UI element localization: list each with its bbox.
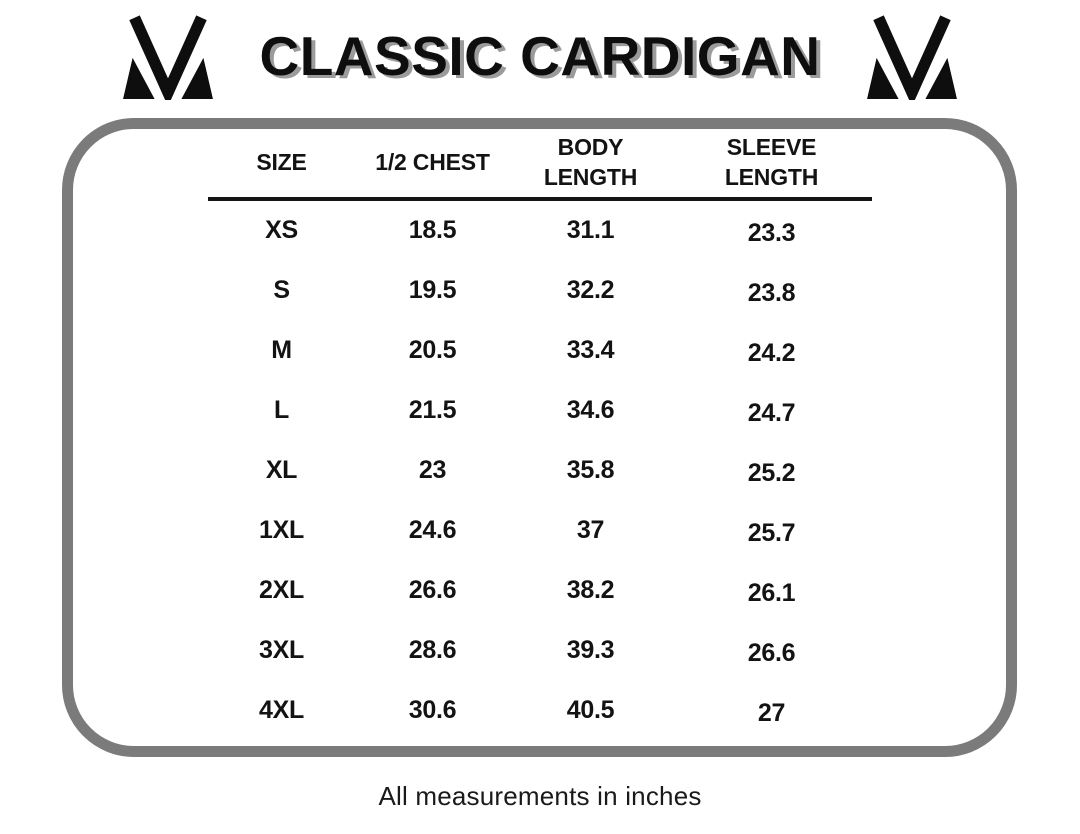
measurement-value: 25.2 — [747, 459, 796, 488]
mv-monogram-icon — [866, 15, 957, 100]
measurement-value: 31.1 — [566, 216, 615, 245]
column-header: 1/2 CHEST — [375, 148, 490, 175]
header: CLASSIC CARDIGAN — [0, 6, 1080, 106]
measurement-value: 21.5 — [408, 396, 457, 425]
table-row: 1XL 24.6 37 25.7 — [208, 501, 872, 561]
size-label: 1XL — [259, 516, 304, 545]
measurement-value: 40.5 — [566, 696, 615, 725]
size-table: SIZE 1/2 CHEST BODY LENGTH SLEEVE LENGTH XS… — [207, 133, 872, 741]
table-row: 2XL 26.6 38.2 26.1 — [208, 561, 872, 621]
measurement-value: 30.6 — [408, 696, 457, 725]
size-label: 3XL — [259, 636, 304, 665]
footnote: All measurements in inches — [378, 781, 702, 811]
measurement-value: 24.7 — [747, 399, 796, 428]
column-header: SLEEVE LENGTH — [724, 134, 819, 190]
measurement-value: 35.8 — [566, 456, 615, 485]
measurement-value: 18.5 — [408, 216, 457, 245]
measurement-value: 27 — [757, 699, 786, 728]
measurement-value: 26.1 — [747, 579, 796, 608]
measurement-value: 26.6 — [747, 639, 796, 668]
size-label: 2XL — [259, 576, 304, 605]
table-row: L 21.5 34.6 24.7 — [208, 381, 872, 441]
measurement-value: 25.7 — [747, 519, 796, 548]
table-row: S 19.5 32.2 23.8 — [208, 261, 872, 321]
mv-monogram-icon — [123, 15, 214, 100]
column-header: SIZE — [256, 148, 307, 175]
measurement-value: 24.2 — [747, 339, 796, 368]
table-row: XS 18.5 31.1 23.3 — [208, 201, 872, 261]
measurement-value: 37 — [576, 516, 605, 545]
measurement-value: 24.6 — [408, 516, 457, 545]
measurement-value: 34.6 — [566, 396, 615, 425]
table-row: 3XL 28.6 39.3 26.6 — [208, 621, 872, 681]
measurement-value: 32.2 — [566, 276, 615, 305]
table-row: 4XL 30.6 40.5 27 — [208, 681, 872, 741]
size-label: M — [271, 336, 292, 365]
measurement-value: 38.2 — [566, 576, 615, 605]
measurement-value: 26.6 — [408, 576, 457, 605]
table-body: XS 18.5 31.1 23.3 S 19.5 32.2 23.8 M 20.5 33.4 24.2… — [208, 201, 872, 741]
measurement-value: 20.5 — [408, 336, 457, 365]
measurement-value: 23.8 — [747, 279, 796, 308]
measurement-value: 23.3 — [747, 219, 796, 248]
column-header: BODY LENGTH — [543, 134, 638, 190]
measurement-value: 39.3 — [566, 636, 615, 665]
size-label: 4XL — [259, 696, 304, 725]
size-label: S — [273, 276, 290, 305]
measurement-value: 28.6 — [408, 636, 457, 665]
table-header-row: SIZE 1/2 CHEST BODY LENGTH SLEEVE LENGTH — [207, 133, 872, 201]
measurement-value: 33.4 — [566, 336, 615, 365]
size-chart-panel: SIZE 1/2 CHEST BODY LENGTH SLEEVE LENGTH XS… — [62, 118, 1017, 757]
measurement-value: 19.5 — [408, 276, 457, 305]
table-row: M 20.5 33.4 24.2 — [208, 321, 872, 381]
measurement-value: 23 — [418, 456, 447, 485]
size-label: XS — [265, 216, 298, 245]
table-row: XL 23 35.8 25.2 — [208, 441, 872, 501]
page-title: CLASSIC CARDIGAN — [259, 25, 821, 87]
size-label: L — [274, 396, 289, 425]
brand-logo-right — [861, 12, 963, 100]
brand-logo-left — [117, 12, 219, 100]
size-label: XL — [265, 456, 298, 485]
